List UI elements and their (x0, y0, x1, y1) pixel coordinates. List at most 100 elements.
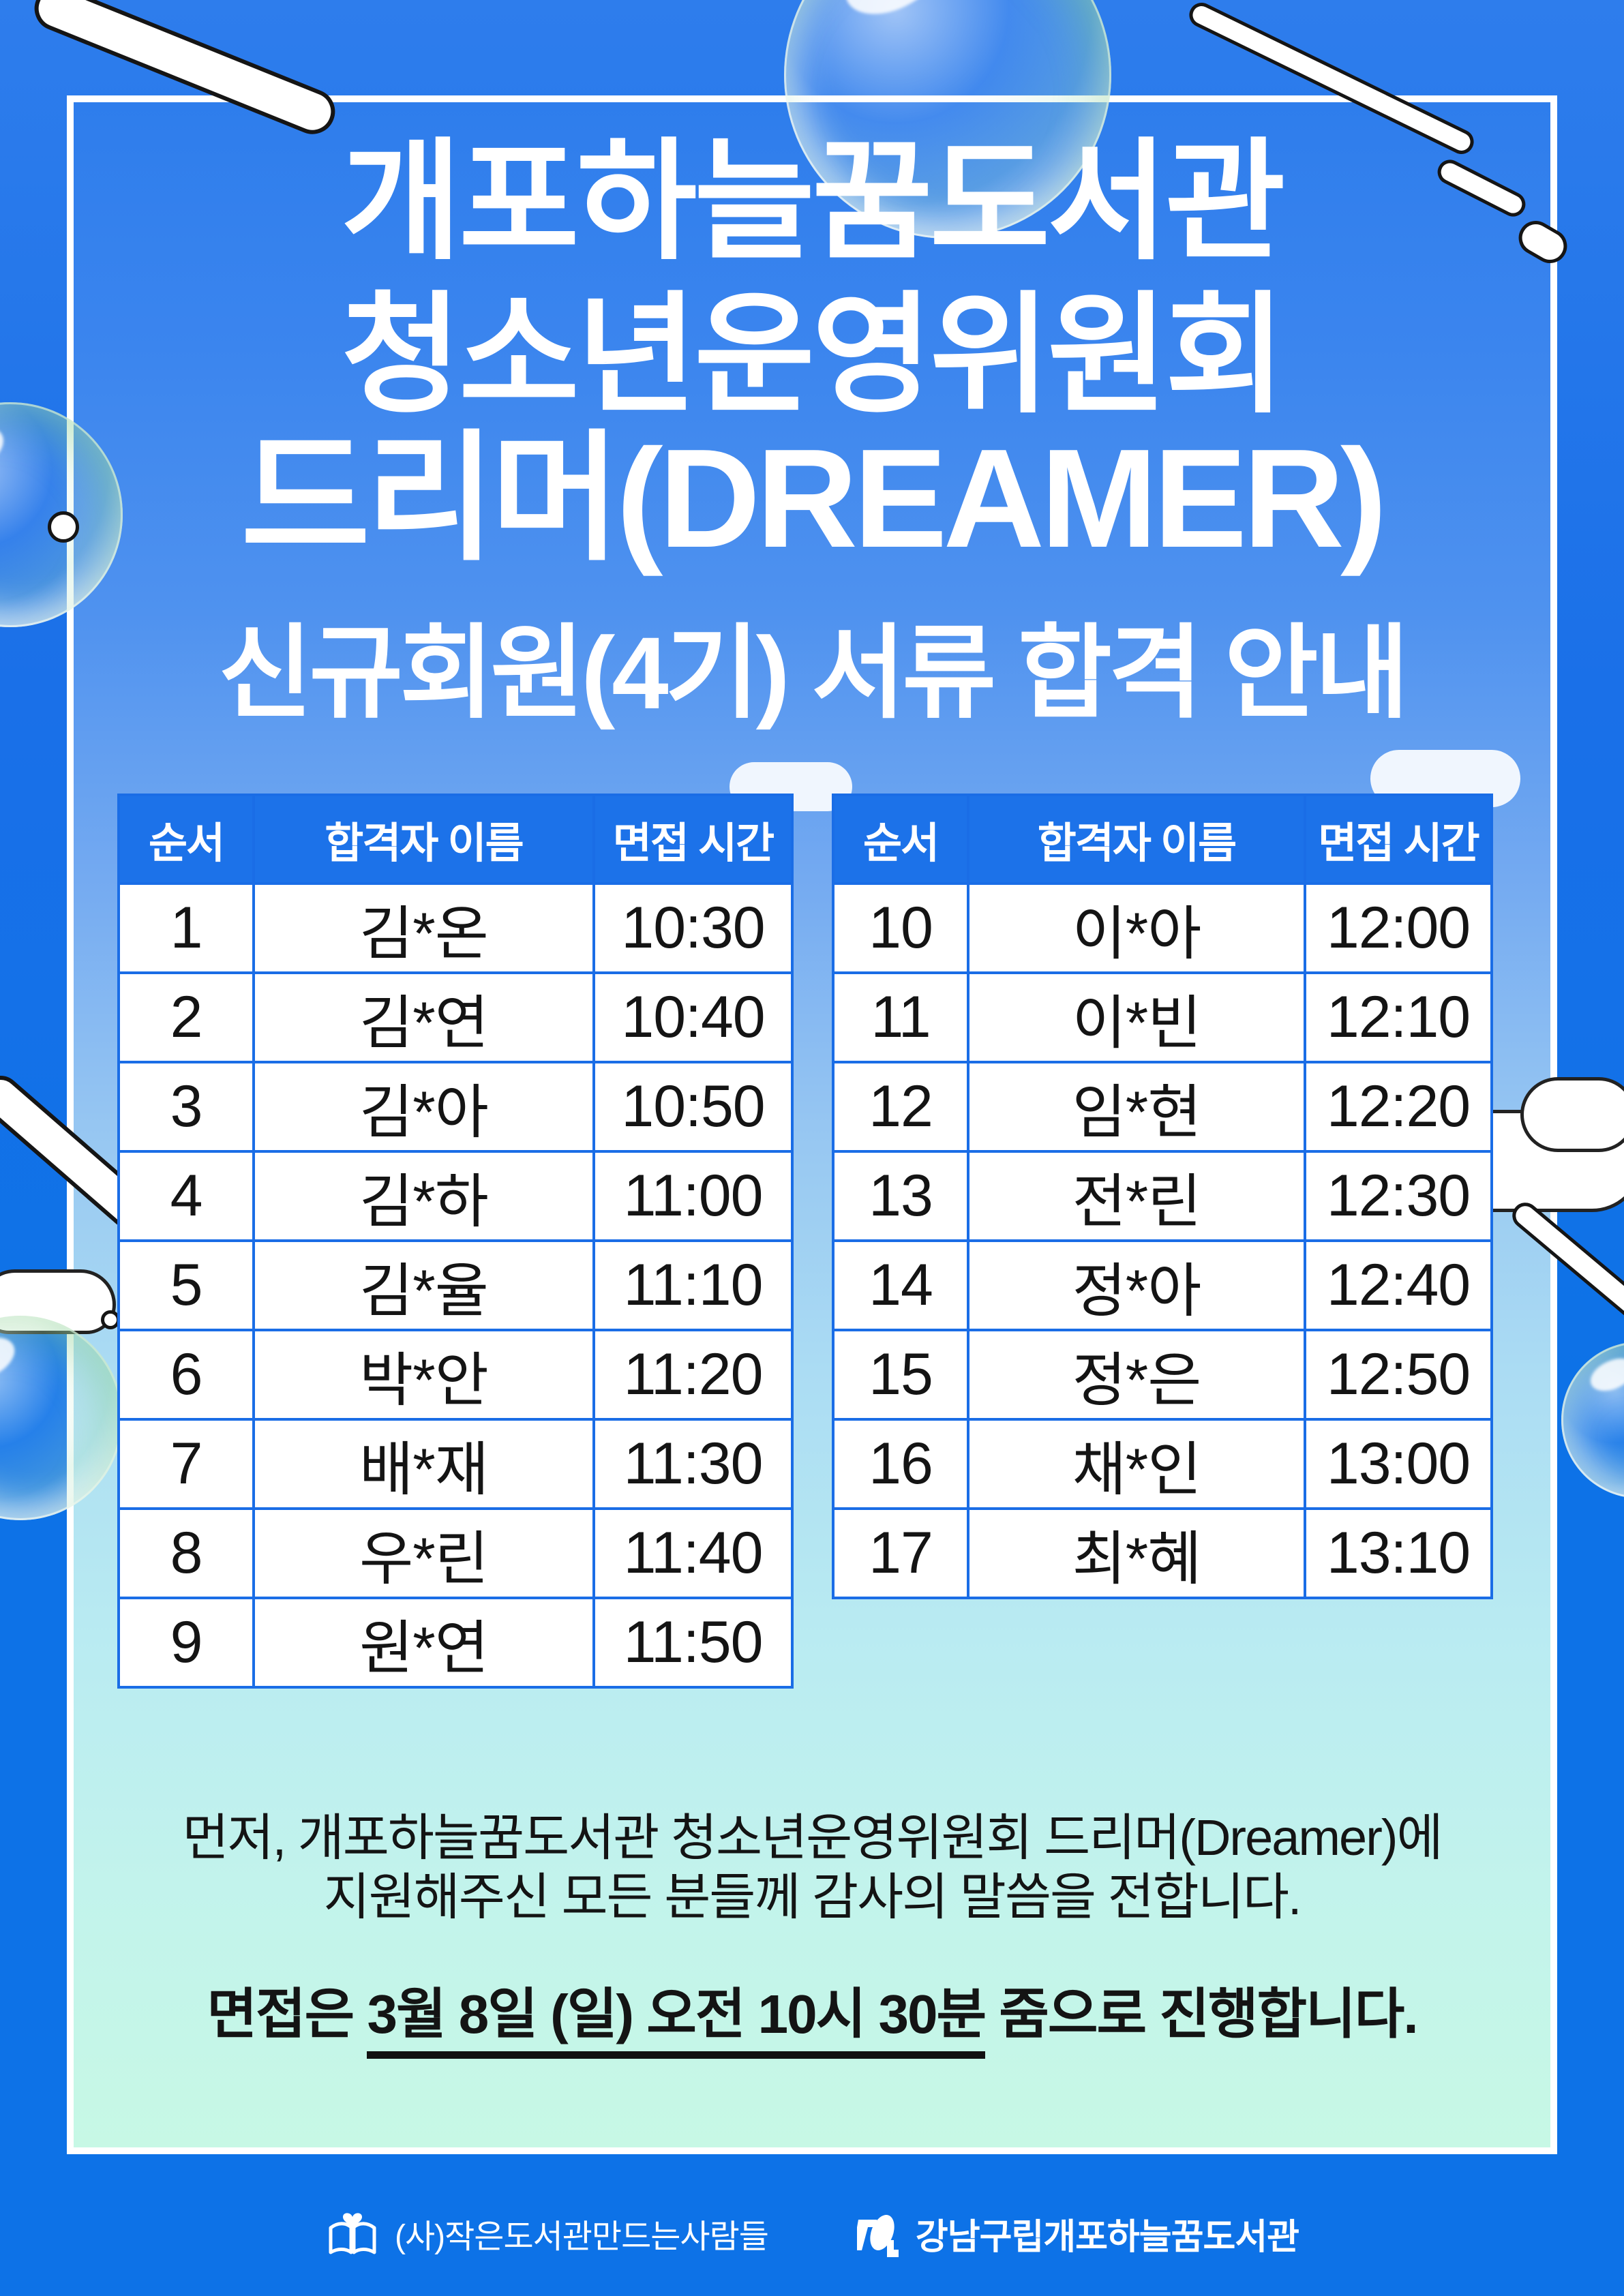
table-row: 7 배*재 11:30 (117, 1418, 794, 1510)
cell-name: 원*연 (252, 1597, 595, 1689)
cell-time: 12:20 (1304, 1061, 1493, 1153)
cell-time: 13:10 (1304, 1507, 1493, 1599)
org-left-name: (사)작은도서관만드는사람들 (395, 2219, 769, 2255)
cell-time: 13:00 (1304, 1418, 1493, 1510)
cell-time: 11:00 (592, 1150, 794, 1242)
cell-no: 4 (117, 1150, 255, 1242)
interview-prefix: 면접은 (207, 1984, 367, 2044)
interview-datetime: 3월 8일 (일) 오전 10시 30분 (367, 1984, 987, 2059)
cell-name: 정*은 (967, 1329, 1306, 1421)
cell-name: 정*아 (967, 1239, 1306, 1331)
table-header-row: 순서 합격자 이름 면접 시간 (117, 794, 794, 885)
cell-no: 14 (832, 1239, 969, 1331)
table-row: 12 임*현 12:20 (832, 1061, 1493, 1153)
title-line-2: 청소년운영위원회 (341, 282, 1285, 428)
cell-no: 13 (832, 1150, 969, 1242)
cell-no: 8 (117, 1507, 255, 1599)
cell-no: 16 (832, 1418, 969, 1510)
cell-time: 12:00 (1304, 882, 1493, 974)
org-left: (사)작은도서관만드는사람들 (325, 2206, 769, 2261)
cell-name: 전*린 (967, 1150, 1306, 1242)
cell-name: 이*아 (967, 882, 1306, 974)
table-row: 1 김*온 10:30 (117, 882, 794, 974)
book-heart-icon (329, 2213, 376, 2254)
table-row: 14 정*아 12:40 (832, 1239, 1493, 1331)
table-row: 16 채*인 13:00 (832, 1418, 1493, 1510)
cell-time: 12:50 (1304, 1329, 1493, 1421)
org-right-name: 강남구립개포하늘꿈도서관 (915, 2217, 1299, 2257)
cell-no: 3 (117, 1061, 255, 1153)
interview-table-left: 순서 합격자 이름 면접 시간 1 김*온 10:30 2 김*연 10:40 3 김*아 10… (117, 794, 794, 1689)
cell-no: 17 (832, 1507, 969, 1599)
cell-name: 임*현 (967, 1061, 1306, 1153)
cloud-puff-decoration-right-icon (1520, 1077, 1624, 1152)
dot-decoration-left-frame-icon (48, 511, 79, 543)
bubble-decoration-right-icon (1561, 1342, 1624, 1498)
interview-table-right: 순서 합격자 이름 면접 시간 10 이*아 12:00 11 이*빈 12:10 12 임*… (832, 794, 1493, 1599)
table-row: 13 전*린 12:30 (832, 1150, 1493, 1242)
cell-no: 12 (832, 1061, 969, 1153)
table-row: 11 이*빈 12:10 (832, 971, 1493, 1063)
cell-name: 김*율 (252, 1239, 595, 1331)
interview-info: 면접은 3월 8일 (일) 오전 10시 30분 줌으로 진행합니다. (0, 1970, 1624, 2059)
cell-time: 10:40 (592, 971, 794, 1063)
cell-time: 10:30 (592, 882, 794, 974)
table-row: 2 김*연 10:40 (117, 971, 794, 1063)
thanks-line-1: 먼저, 개포하늘꿈도서관 청소년운영위원회 드리머(Dreamer)에 (182, 1809, 1443, 1866)
cell-name: 김*하 (252, 1150, 595, 1242)
column-header-time: 면접 시간 (592, 794, 794, 885)
table-header-row: 순서 합격자 이름 면접 시간 (832, 794, 1493, 885)
table-body-right: 10 이*아 12:00 11 이*빈 12:10 12 임*현 12:20 13 전*린 12:30… (832, 882, 1493, 1599)
cell-name: 우*린 (252, 1507, 595, 1599)
cell-no: 1 (117, 882, 255, 974)
table-row: 9 원*연 11:50 (117, 1597, 794, 1689)
cell-no: 11 (832, 971, 969, 1063)
cell-no: 7 (117, 1418, 255, 1510)
thanks-line-2: 지원해주신 모든 분들께 감사의 말씀을 전합니다. (323, 1869, 1302, 1926)
cell-name: 채*인 (967, 1418, 1306, 1510)
cell-name: 최*혜 (967, 1507, 1306, 1599)
title-line-1: 개포하늘꿈도서관 (341, 128, 1285, 275)
cell-name: 김*연 (252, 971, 595, 1063)
cell-time: 12:10 (1304, 971, 1493, 1063)
dot-decoration-left-small-icon (101, 1310, 120, 1329)
table-row: 10 이*아 12:00 (832, 882, 1493, 974)
table-row: 3 김*아 10:50 (117, 1061, 794, 1153)
column-header-name: 합격자 이름 (252, 794, 595, 885)
cell-time: 11:40 (592, 1507, 794, 1599)
title-line-3: 드리머(DREAMER) (241, 420, 1387, 577)
cell-name: 배*재 (252, 1418, 595, 1510)
table-row: 6 박*안 11:20 (117, 1329, 794, 1421)
cell-time: 11:10 (592, 1239, 794, 1331)
cell-time: 12:30 (1304, 1150, 1493, 1242)
table-row: 5 김*율 11:10 (117, 1239, 794, 1331)
cell-name: 김*온 (252, 882, 595, 974)
column-header-order: 순서 (832, 794, 969, 885)
cell-time: 10:50 (592, 1061, 794, 1153)
cell-name: 이*빈 (967, 971, 1306, 1063)
table-row: 8 우*린 11:40 (117, 1507, 794, 1599)
footer: (사)작은도서관만드는사람들 강남구립개포하늘꿈도서관 (0, 2181, 1624, 2285)
gangnam-library-logo-icon (856, 2215, 899, 2257)
org-right: 강남구립개포하늘꿈도서관 (856, 2205, 1299, 2262)
cell-name: 박*안 (252, 1329, 595, 1421)
column-header-order: 순서 (117, 794, 255, 885)
table-body-left: 1 김*온 10:30 2 김*연 10:40 3 김*아 10:50 4 김*하 11:00 5 김*율… (117, 882, 794, 1689)
cell-no: 6 (117, 1329, 255, 1421)
cell-time: 12:40 (1304, 1239, 1493, 1331)
cell-no: 2 (117, 971, 255, 1063)
interview-suffix: 줌으로 진행합니다. (985, 1984, 1418, 2044)
cell-no: 5 (117, 1239, 255, 1331)
cell-time: 11:20 (592, 1329, 794, 1421)
cell-time: 11:50 (592, 1597, 794, 1689)
table-row: 15 정*은 12:50 (832, 1329, 1493, 1421)
column-header-time: 면접 시간 (1304, 794, 1493, 885)
cell-no: 10 (832, 882, 969, 974)
thanks-message: 먼저, 개포하늘꿈도서관 청소년운영위원회 드리머(Dreamer)에 지원해주… (0, 1808, 1624, 1927)
cell-no: 15 (832, 1329, 969, 1421)
table-row: 17 최*혜 13:10 (832, 1507, 1493, 1599)
column-header-name: 합격자 이름 (967, 794, 1306, 885)
subtitle: 신규회원(4기) 서류 합격 안내 (218, 616, 1409, 730)
table-row: 4 김*하 11:00 (117, 1150, 794, 1242)
